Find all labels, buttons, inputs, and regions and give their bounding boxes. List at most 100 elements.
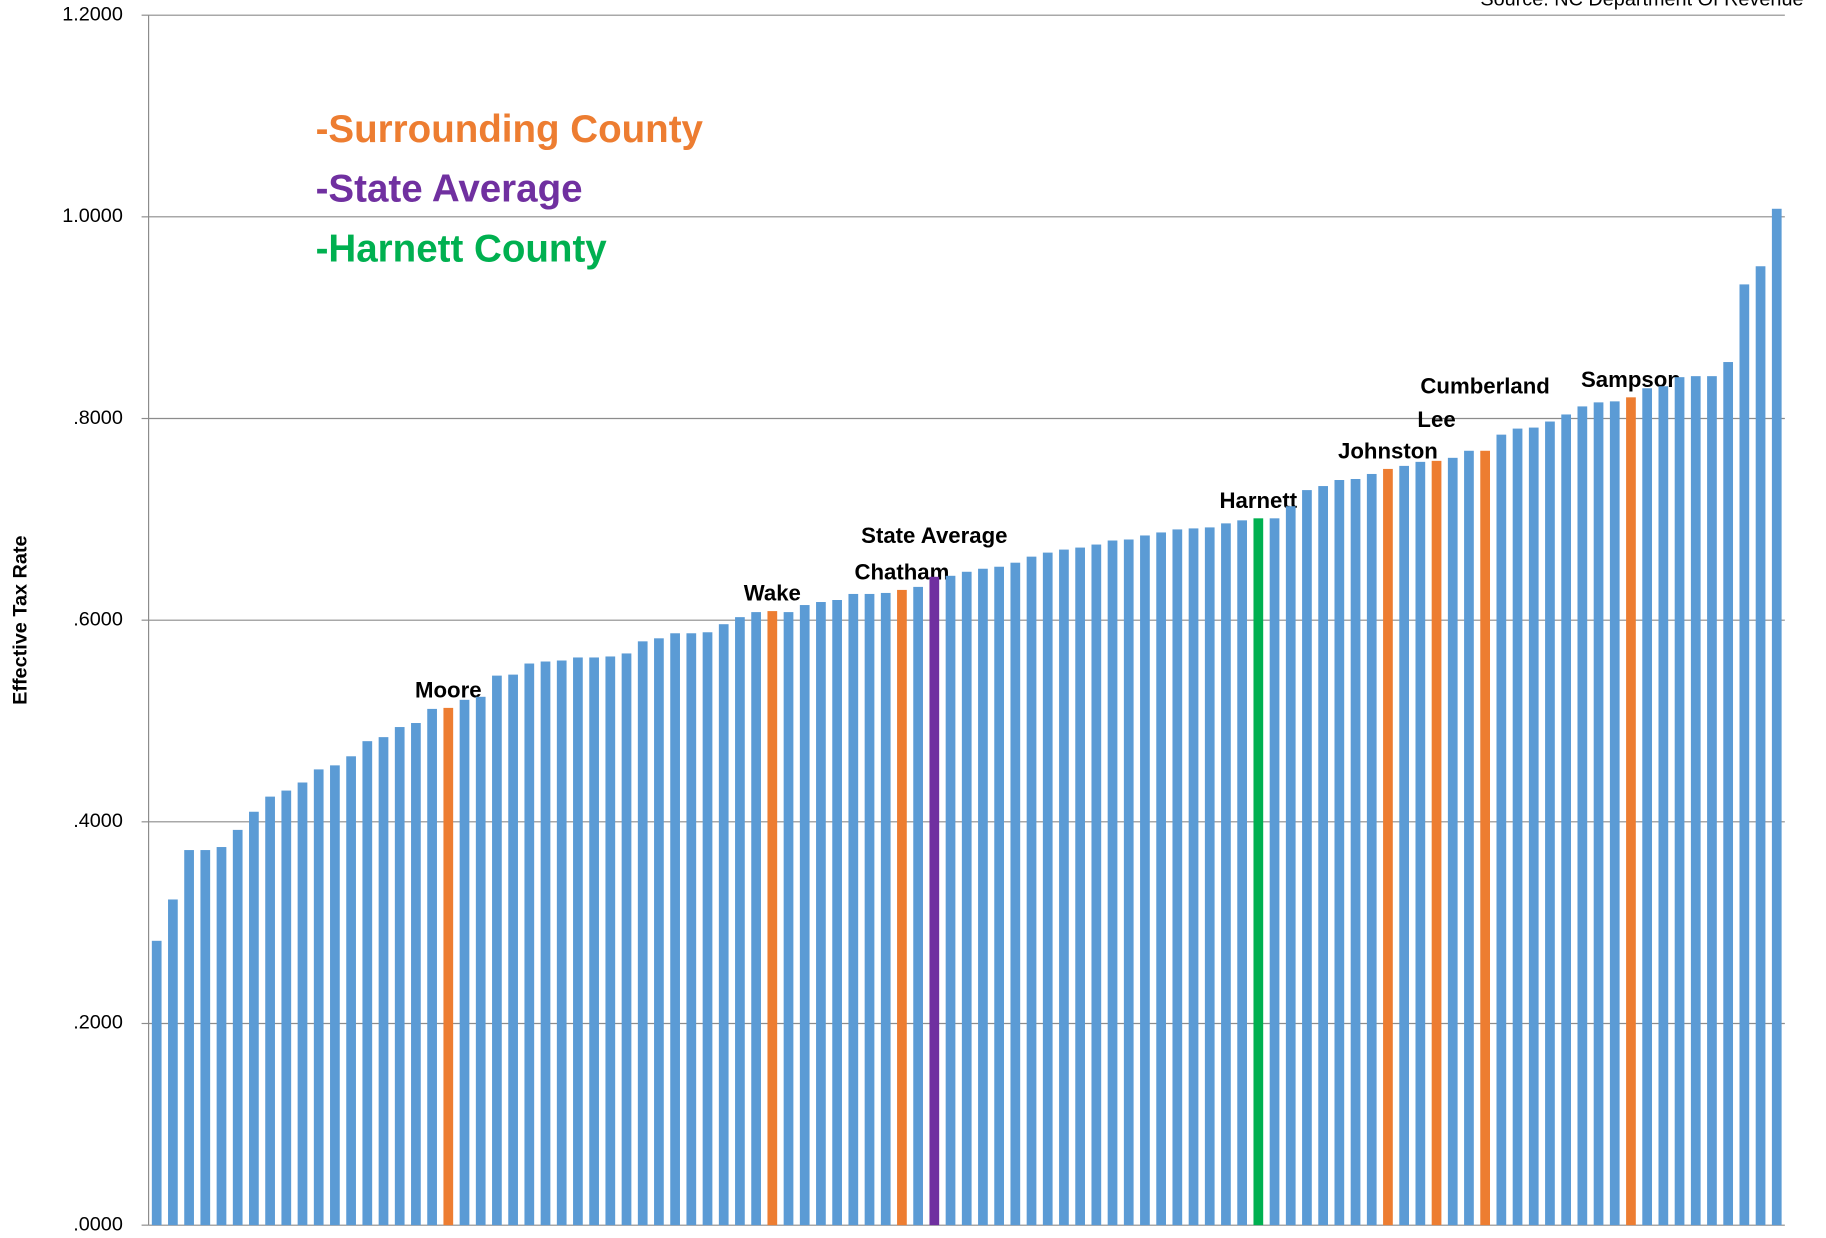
bar <box>605 656 616 1226</box>
bar <box>168 899 178 1226</box>
y-tick-label: 1.2000 <box>62 3 123 25</box>
bar <box>1302 490 1312 1226</box>
bar <box>1091 544 1102 1226</box>
bar <box>378 737 389 1226</box>
bar <box>816 602 826 1226</box>
bar <box>1237 520 1247 1226</box>
bar <box>1480 450 1491 1226</box>
bar <box>1528 427 1539 1226</box>
bar <box>1059 549 1069 1226</box>
bar <box>1464 450 1474 1226</box>
bar <box>151 940 162 1226</box>
bar <box>1593 402 1604 1226</box>
bar <box>832 600 842 1226</box>
bar <box>735 617 745 1226</box>
bar <box>556 660 567 1226</box>
bar <box>1107 540 1118 1226</box>
bar <box>978 568 988 1226</box>
legend-entry: -Surrounding County <box>316 108 704 151</box>
bar <box>945 575 956 1226</box>
bar <box>767 611 778 1226</box>
bar <box>1188 528 1199 1226</box>
bar <box>1415 461 1426 1226</box>
bar <box>799 605 810 1226</box>
bar <box>1561 414 1572 1226</box>
bar <box>880 592 891 1226</box>
bar <box>216 847 227 1226</box>
bar <box>1658 386 1669 1226</box>
bar <box>508 674 518 1226</box>
bar <box>1771 208 1782 1226</box>
bar-label: Wake <box>744 581 801 606</box>
bar-label: Moore <box>415 677 482 702</box>
bar <box>1075 547 1085 1226</box>
bar <box>1350 479 1361 1226</box>
bar <box>1383 468 1393 1226</box>
bar <box>864 593 875 1226</box>
bar <box>686 633 697 1226</box>
bar <box>184 850 194 1226</box>
bar <box>459 699 470 1226</box>
source-note: Source: NC Department Of Revenue <box>1480 0 1803 10</box>
bar <box>492 675 502 1226</box>
y-axis-label: Effective Tax Rate <box>10 535 32 704</box>
bar <box>1707 376 1717 1226</box>
bar <box>1366 473 1377 1226</box>
bar <box>654 638 664 1226</box>
bar <box>1577 406 1588 1226</box>
bar-label: Lee <box>1417 407 1455 432</box>
bar <box>589 657 599 1226</box>
bar <box>1156 532 1166 1226</box>
bar <box>1642 388 1653 1226</box>
bar-label: Johnston <box>1338 438 1438 463</box>
bar <box>1431 460 1442 1226</box>
bar <box>1674 377 1685 1226</box>
bar <box>1123 539 1134 1226</box>
bar <box>1172 529 1183 1226</box>
bar <box>540 661 551 1226</box>
bar <box>265 796 275 1226</box>
bar-label: Harnett <box>1219 488 1297 513</box>
bar <box>897 589 907 1226</box>
bar <box>1739 284 1750 1226</box>
bar <box>1545 421 1555 1226</box>
bar-label: Cumberland <box>1420 374 1549 399</box>
bar <box>1690 376 1701 1226</box>
bar <box>573 657 583 1226</box>
bar <box>961 571 972 1226</box>
bar <box>330 765 340 1226</box>
legend-entry: -State Average <box>316 168 583 211</box>
bar <box>1609 401 1620 1226</box>
y-tick-label: .4000 <box>73 810 123 832</box>
bar <box>346 756 356 1226</box>
y-tick-label: .6000 <box>73 608 123 630</box>
bar <box>718 624 729 1226</box>
bar <box>1723 362 1734 1226</box>
bar <box>1512 428 1523 1226</box>
bar <box>913 586 923 1226</box>
bar <box>994 566 1004 1226</box>
bar <box>1318 486 1328 1226</box>
bar <box>1204 527 1215 1226</box>
bar <box>1221 523 1231 1226</box>
bar <box>751 612 761 1226</box>
bar <box>670 633 680 1226</box>
bar <box>1253 518 1264 1226</box>
bar <box>1140 535 1150 1226</box>
y-tick-label: .8000 <box>73 407 123 429</box>
bar <box>1626 397 1636 1226</box>
bar <box>1447 457 1458 1226</box>
bar <box>443 707 454 1226</box>
bar <box>411 723 421 1226</box>
bar <box>1042 552 1053 1226</box>
bar <box>783 612 794 1226</box>
bar <box>297 782 308 1226</box>
bar <box>637 641 648 1226</box>
y-tick-label: .0000 <box>73 1213 123 1235</box>
bar <box>232 829 243 1226</box>
bar <box>1399 465 1410 1226</box>
bar <box>1755 266 1766 1226</box>
bar <box>1496 434 1507 1226</box>
